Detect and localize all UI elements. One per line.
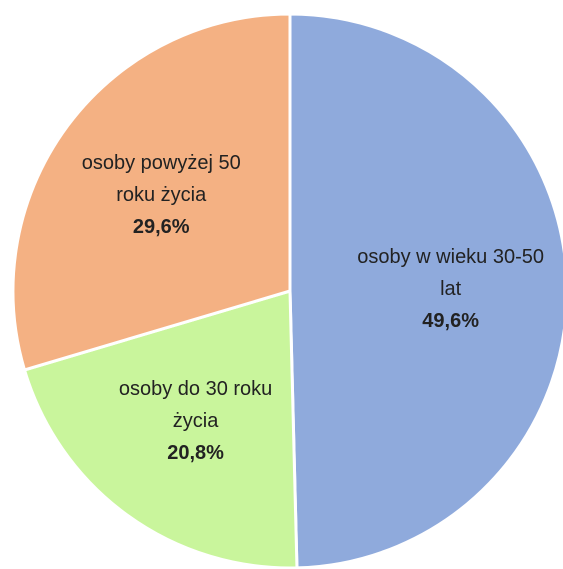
pie-slice — [11, 12, 292, 372]
slice-label: osoby w wieku 30-50 lat 49,6% — [351, 241, 551, 337]
slice-label: osoby powyżej 50 roku życia 29,6% — [61, 147, 261, 243]
value-label: 20,8% — [167, 441, 224, 464]
value-label: 49,6% — [422, 309, 479, 332]
value-label: 29,6% — [132, 215, 190, 238]
slice-label: osoby do 30 roku życia 20,8% — [96, 373, 296, 469]
pie-slice — [288, 12, 563, 569]
pie-slice — [22, 289, 299, 569]
category-label: osoby do 30 roku życia — [118, 377, 273, 432]
category-label: osoby w wieku 30-50 lat — [357, 245, 545, 300]
category-label: osoby powyżej 50 roku życia — [81, 151, 241, 206]
